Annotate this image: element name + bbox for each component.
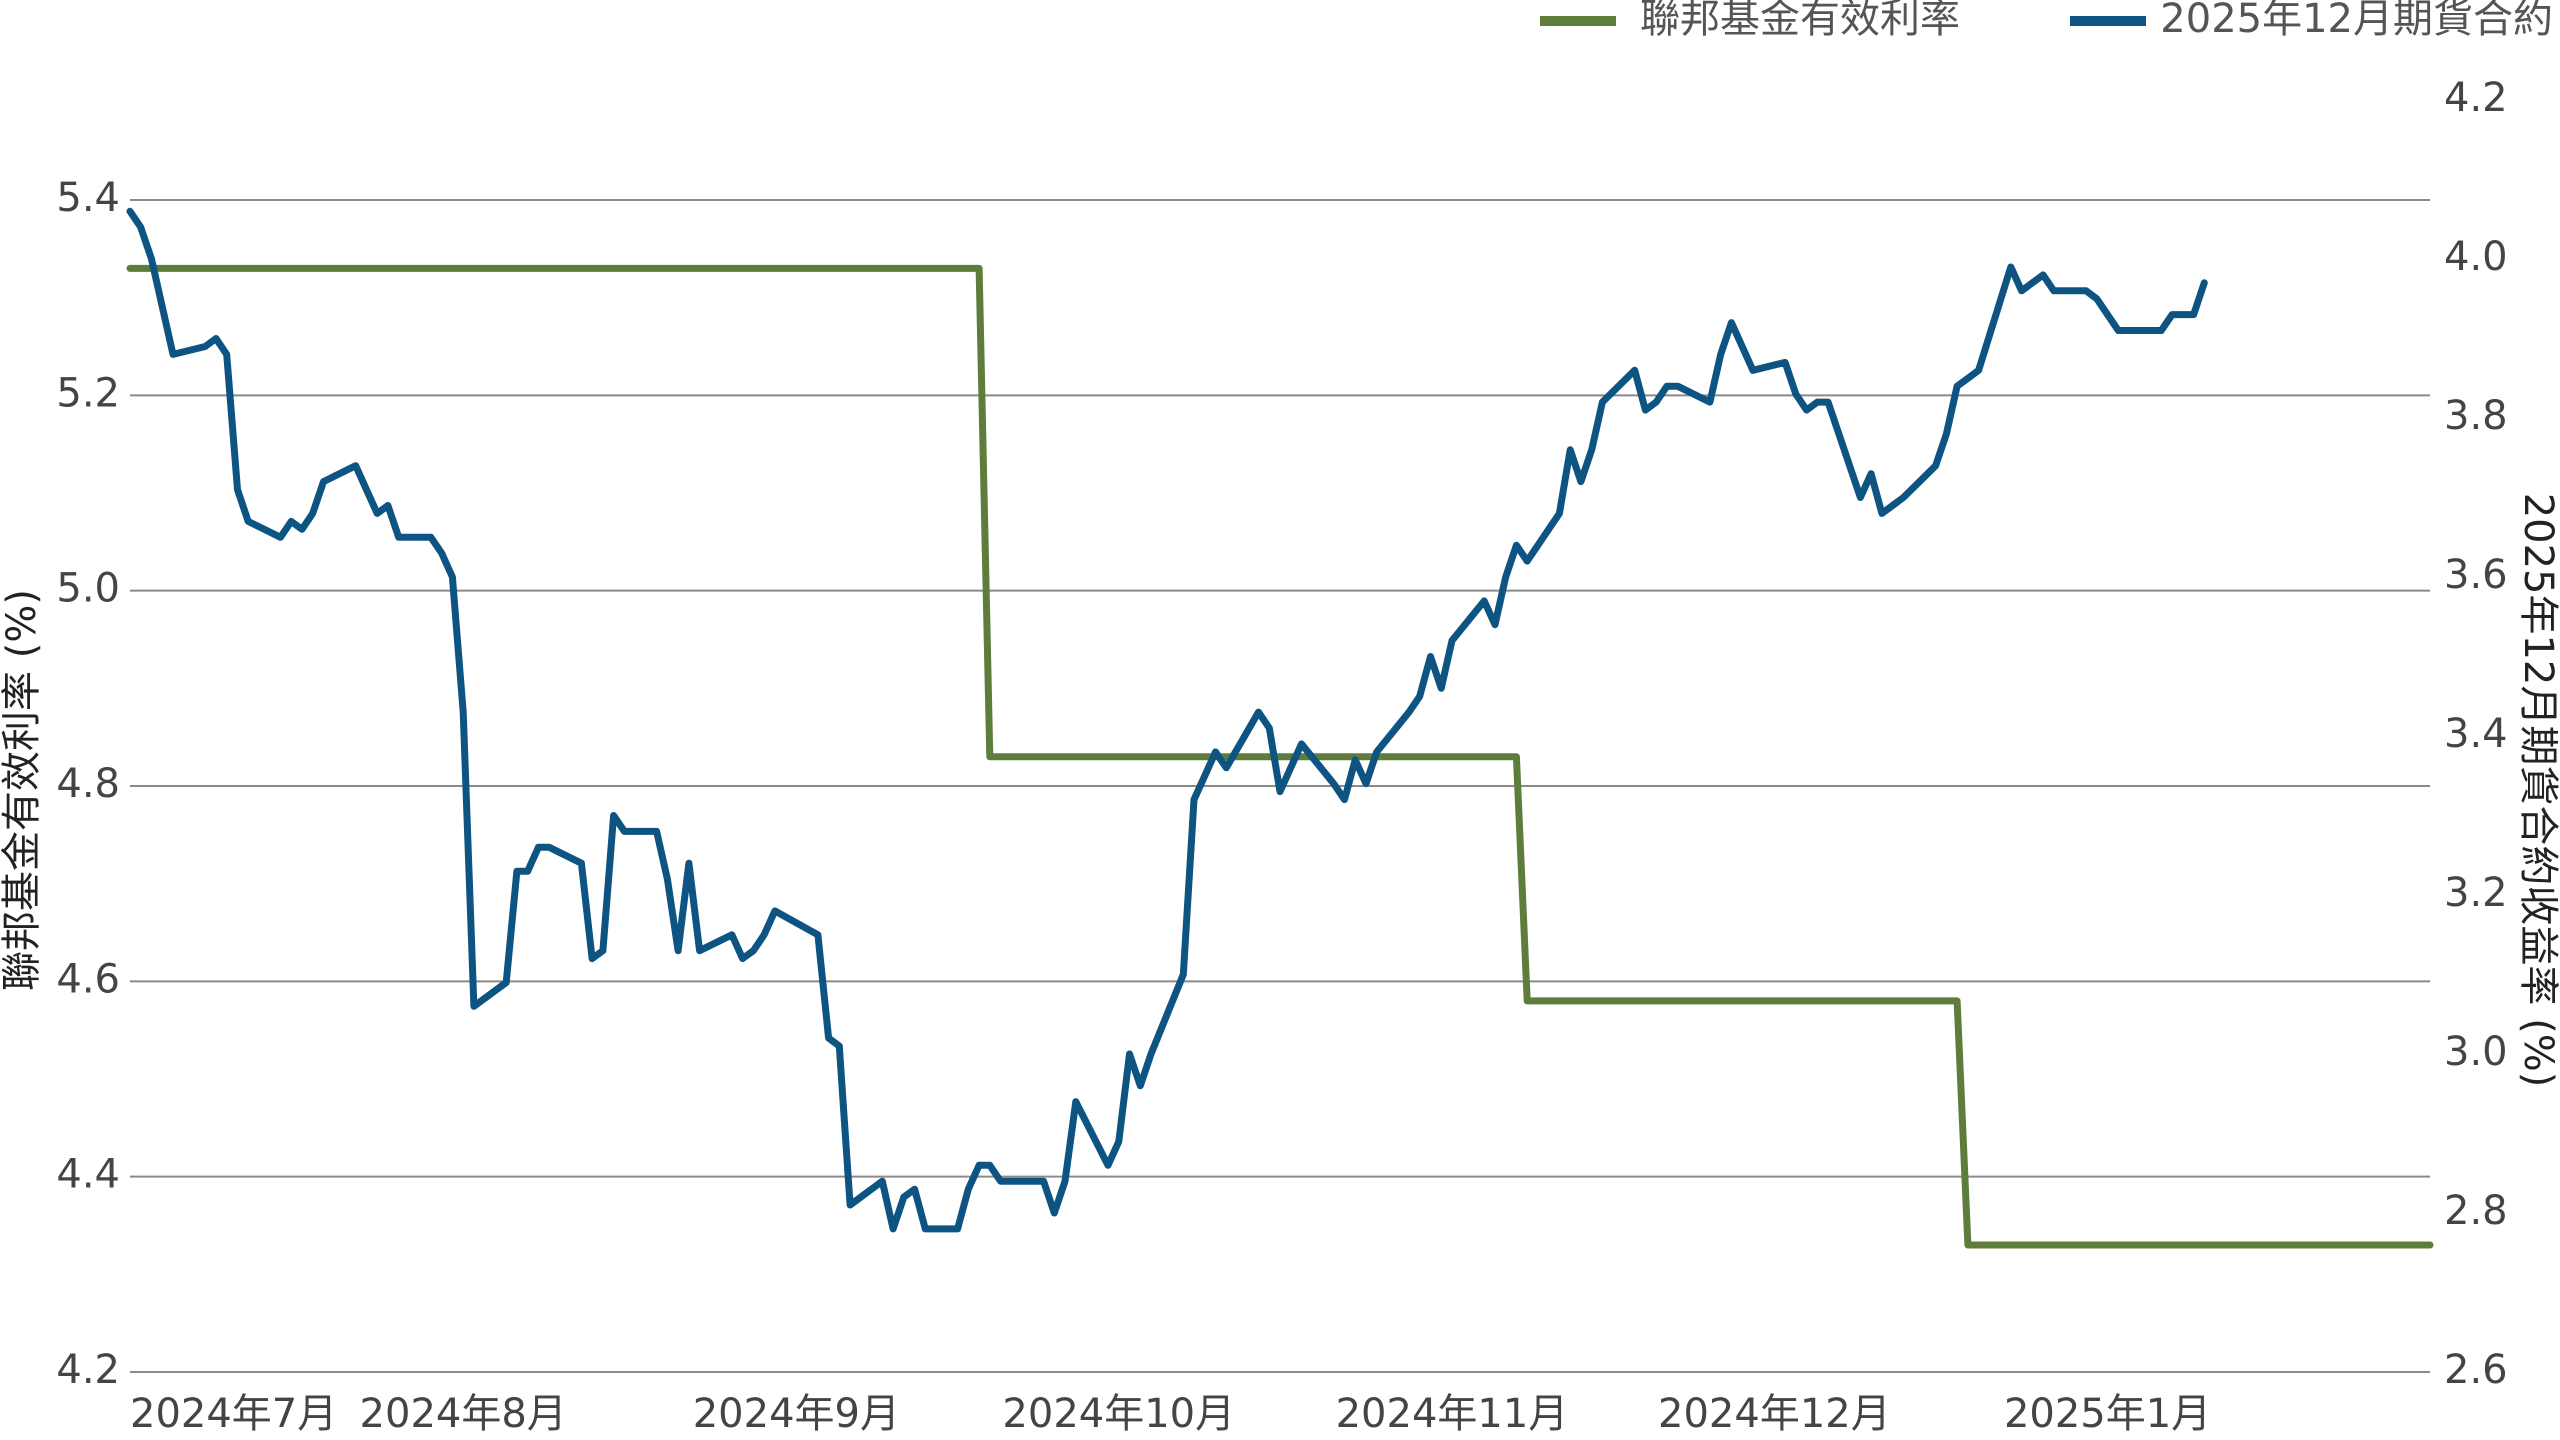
legend-item-fed-funds: 聯邦基金有效利率: [1540, 0, 1960, 42]
left-tick-label: 4.4: [56, 1152, 120, 1198]
left-axis-ticks: 4.2 4.4 4.6 4.8 5.0 5.2 5.4: [56, 175, 120, 1393]
x-tick-label: 2024年10月: [1002, 1391, 1235, 1437]
legend-label-fed-funds: 聯邦基金有效利率: [1640, 0, 1960, 42]
right-tick-label: 2.6: [2444, 1347, 2508, 1393]
left-tick-label: 5.0: [56, 566, 120, 612]
right-tick-label: 3.8: [2444, 393, 2508, 439]
x-tick-label: 2025年1月: [2004, 1391, 2211, 1437]
x-tick-label: 2024年8月: [360, 1391, 567, 1437]
left-axis-title: 聯邦基金有效利率 (%): [0, 589, 45, 991]
right-tick-label: 3.4: [2444, 711, 2508, 757]
right-axis-title: 2025年12月期貨合約收益率 (%): [2515, 493, 2560, 1088]
legend-item-futures: 2025年12月期貨合約: [2070, 0, 2553, 42]
right-tick-label: 3.2: [2444, 870, 2508, 916]
x-tick-label: 2024年12月: [1658, 1391, 1891, 1437]
right-axis-ticks: 2.6 2.8 3.0 3.2 3.4 3.6 3.8 4.0 4.2: [2444, 75, 2508, 1393]
left-tick-label: 4.8: [56, 761, 120, 807]
x-tick-label: 2024年7月: [130, 1391, 337, 1437]
left-tick-label: 5.2: [56, 370, 120, 416]
right-tick-label: 3.0: [2444, 1029, 2508, 1075]
series-line-fed-funds: [126, 264, 2434, 1249]
left-tick-label: 4.2: [56, 1347, 120, 1393]
left-tick-label: 4.6: [56, 956, 120, 1002]
legend: 聯邦基金有效利率 2025年12月期貨合約: [1540, 0, 2553, 42]
x-axis-ticks: 2024年7月 2024年8月 2024年9月 2024年10月 2024年11月 202…: [130, 1391, 2211, 1437]
x-tick-label: 2024年11月: [1336, 1391, 1569, 1437]
left-tick-label: 5.4: [56, 175, 120, 221]
right-tick-label: 4.0: [2444, 234, 2508, 280]
series-layer: [126, 207, 2434, 1249]
right-tick-label: 4.2: [2444, 75, 2508, 121]
series-line-futures: [126, 207, 2208, 1233]
right-tick-label: 2.8: [2444, 1188, 2508, 1234]
x-tick-label: 2024年9月: [693, 1391, 900, 1437]
legend-label-futures: 2025年12月期貨合約: [2160, 0, 2553, 42]
right-tick-label: 3.6: [2444, 552, 2508, 598]
gridlines: [130, 199, 2430, 1373]
